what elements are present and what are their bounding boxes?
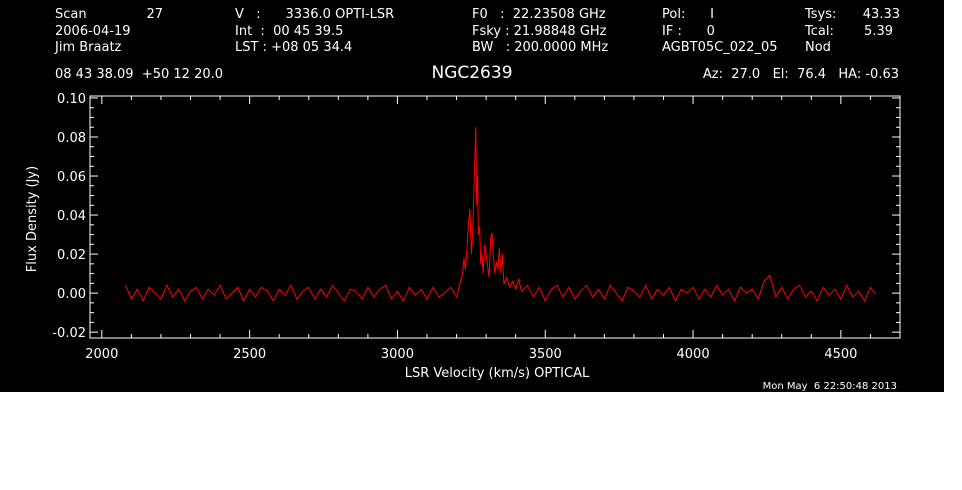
- header-procedure: Nod: [805, 40, 831, 55]
- x-tick-label: 3500: [529, 347, 562, 362]
- header-project: AGBT05C_022_05: [662, 40, 778, 55]
- plot-timestamp: Mon May 6 22:50:48 2013: [763, 381, 897, 392]
- x-tick-label: 2000: [85, 347, 118, 362]
- spectrum-line: [125, 127, 876, 303]
- header-tcal-label: Tcal:: [804, 24, 834, 39]
- y-tick-label: 0.08: [57, 131, 86, 146]
- x-axis-ticks: 2000 2500 3000 3500 4000 4500: [85, 96, 871, 362]
- header-scan-label: Scan: [55, 7, 87, 22]
- header-if: IF : 0: [662, 24, 715, 39]
- header-tsys-label: Tsys:: [804, 7, 836, 22]
- header-observer: Jim Braatz: [54, 40, 122, 55]
- header-sky-frequency: Fsky : 21.98848 GHz: [472, 24, 607, 39]
- header-polarization: Pol: I: [662, 7, 714, 22]
- x-axis-label: LSR Velocity (km/s) OPTICAL: [405, 366, 590, 381]
- x-tick-label: 3000: [381, 347, 414, 362]
- header-tsys-value: 43.33: [863, 7, 900, 22]
- y-tick-label: 0.06: [57, 170, 86, 185]
- x-tick-label: 4500: [824, 347, 857, 362]
- header-tcal-value: 5.39: [864, 24, 893, 39]
- plot-panel: Scan 27 2006-04-19 Jim Braatz V : 3336.0…: [0, 0, 944, 392]
- header-lst: LST : +08 05 34.4: [235, 40, 352, 55]
- y-tick-label: 0.02: [57, 248, 86, 263]
- header-velocity: V : 3336.0 OPTI-LSR: [235, 7, 394, 22]
- y-axis-ticks: -0.02 0.00 0.02 0.04 0.06 0.08 0.10: [52, 92, 900, 341]
- header-date: 2006-04-19: [55, 24, 131, 39]
- y-axis-label: Flux Density (Jy): [25, 166, 40, 272]
- header-coordinates: 08 43 38.09 +50 12 20.0: [55, 67, 223, 82]
- object-name: NGC2639: [431, 63, 512, 83]
- y-tick-label: 0.04: [57, 209, 86, 224]
- header-scan-value: 27: [146, 7, 163, 22]
- header-pointing: Az: 27.0 El: 76.4 HA: -0.63: [703, 67, 899, 82]
- header-rest-frequency: F0 : 22.23508 GHz: [472, 7, 606, 22]
- x-tick-label: 4000: [677, 347, 710, 362]
- x-tick-label: 2500: [233, 347, 266, 362]
- y-tick-label: -0.02: [52, 326, 86, 341]
- y-tick-label: 0.10: [57, 92, 86, 107]
- header-integration: Int : 00 45 39.5: [235, 24, 343, 39]
- spectrum-chart: Scan 27 2006-04-19 Jim Braatz V : 3336.0…: [25, 7, 901, 392]
- plot-frame: [89, 95, 901, 339]
- header-bandwidth: BW : 200.0000 MHz: [472, 40, 608, 55]
- y-tick-label: 0.00: [57, 287, 86, 302]
